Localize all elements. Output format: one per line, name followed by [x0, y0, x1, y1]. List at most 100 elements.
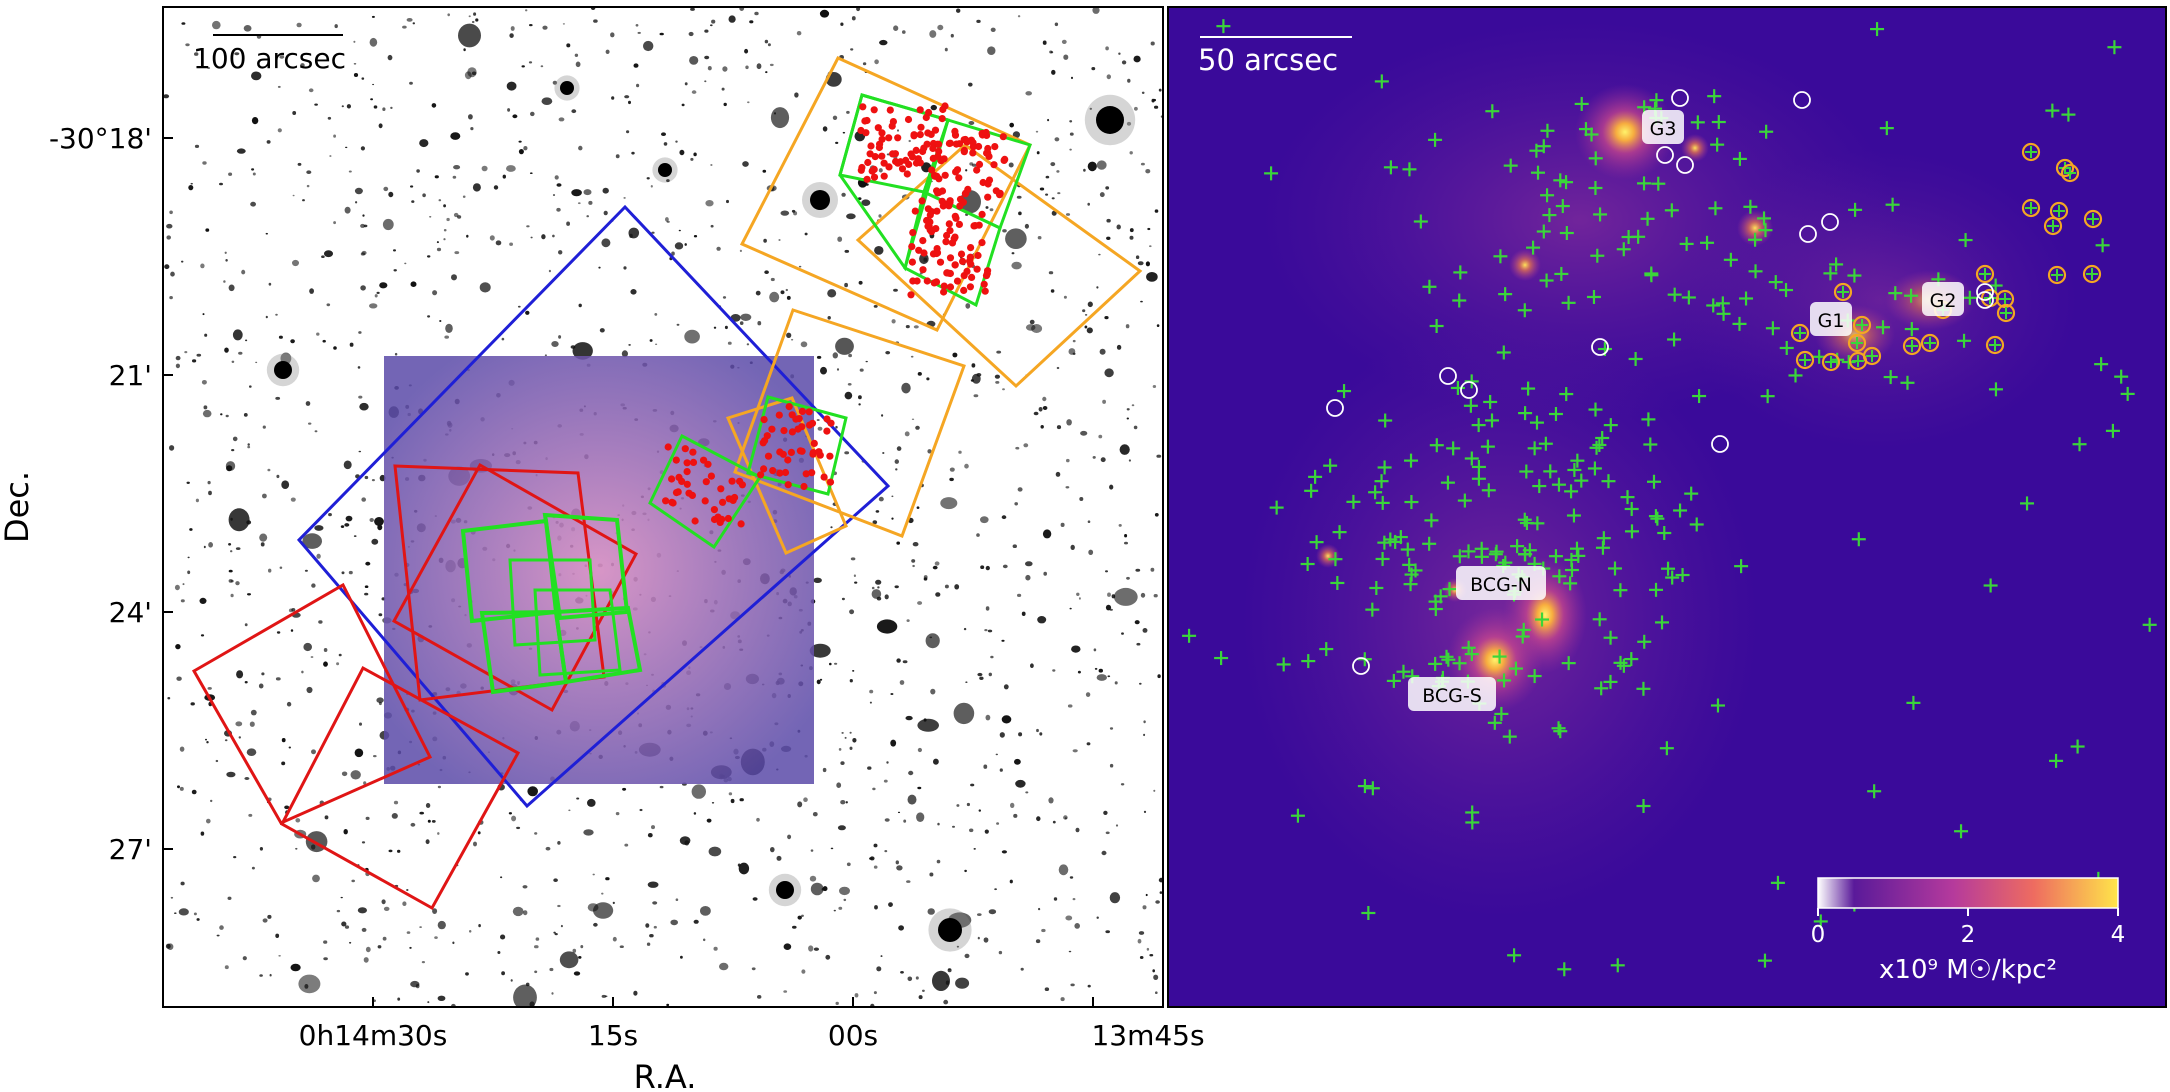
star — [206, 741, 209, 744]
star — [427, 255, 431, 258]
star — [207, 67, 211, 69]
star — [583, 189, 592, 196]
star — [302, 533, 323, 549]
star — [175, 644, 181, 650]
star — [193, 912, 197, 916]
star — [1086, 327, 1093, 334]
star — [247, 443, 250, 446]
target-point — [916, 106, 924, 114]
star — [792, 925, 797, 929]
target-point — [664, 443, 672, 451]
target-point — [808, 469, 816, 477]
star — [985, 206, 989, 209]
star — [1105, 570, 1108, 573]
star — [473, 12, 477, 16]
star — [556, 207, 561, 212]
star — [956, 8, 961, 13]
star — [388, 849, 393, 853]
green-footprint — [508, 558, 597, 647]
star — [858, 280, 863, 285]
star — [545, 846, 551, 851]
star — [216, 934, 220, 937]
star — [659, 32, 664, 36]
star — [219, 182, 223, 186]
colorbar-label: x10⁹ M☉/kpc² — [1879, 955, 2057, 985]
star — [912, 564, 915, 568]
star — [838, 748, 842, 751]
star — [765, 71, 768, 74]
ra-tick-3: 00s — [828, 1019, 878, 1052]
star — [1154, 105, 1159, 109]
star — [1021, 611, 1026, 616]
star — [1104, 368, 1114, 378]
star — [1050, 289, 1055, 293]
star — [204, 333, 208, 337]
star — [364, 585, 369, 588]
star — [1146, 272, 1158, 282]
star — [412, 22, 415, 25]
star — [1092, 7, 1100, 14]
star — [902, 660, 908, 664]
star — [326, 303, 331, 307]
selected-member — [2021, 198, 2041, 218]
star — [844, 282, 848, 288]
target-point — [826, 452, 834, 460]
star — [865, 183, 869, 186]
star — [314, 430, 318, 433]
star — [615, 812, 620, 816]
star — [910, 355, 914, 358]
star — [558, 250, 563, 255]
star — [327, 116, 332, 120]
star — [966, 802, 971, 807]
star — [586, 215, 589, 218]
star — [1116, 344, 1122, 350]
star — [1052, 820, 1056, 824]
multiple-image — [1671, 89, 1689, 107]
target-point — [898, 165, 907, 173]
multiple-image — [1591, 338, 1609, 356]
star — [610, 32, 615, 38]
star — [693, 919, 699, 924]
star — [822, 767, 827, 773]
target-point — [908, 258, 917, 266]
star — [1035, 939, 1041, 944]
star — [344, 206, 351, 214]
target-point — [728, 477, 736, 485]
star — [605, 877, 610, 881]
star — [800, 341, 808, 348]
star — [509, 33, 514, 38]
star — [710, 224, 714, 228]
star — [925, 633, 940, 649]
star — [468, 114, 473, 120]
star — [840, 761, 845, 765]
star — [200, 263, 205, 269]
star — [163, 94, 170, 99]
star — [905, 325, 910, 329]
star — [915, 425, 920, 430]
star — [572, 342, 593, 360]
star — [1069, 607, 1072, 610]
star — [345, 146, 348, 149]
star — [1047, 118, 1050, 122]
star — [964, 463, 969, 469]
star — [233, 856, 237, 859]
star — [684, 840, 690, 846]
star — [1065, 213, 1071, 216]
target-point — [859, 103, 867, 111]
star — [281, 738, 286, 743]
star — [378, 123, 383, 129]
star — [1011, 252, 1015, 255]
star — [1002, 564, 1008, 569]
target-point — [991, 143, 999, 151]
star — [452, 941, 455, 945]
star — [306, 170, 312, 174]
star — [1017, 593, 1022, 598]
target-point — [916, 131, 924, 139]
star — [1105, 604, 1112, 611]
target-point — [760, 465, 768, 473]
star — [894, 585, 899, 589]
star — [549, 967, 554, 972]
star — [308, 422, 312, 425]
star — [1001, 850, 1008, 854]
star — [351, 879, 356, 883]
